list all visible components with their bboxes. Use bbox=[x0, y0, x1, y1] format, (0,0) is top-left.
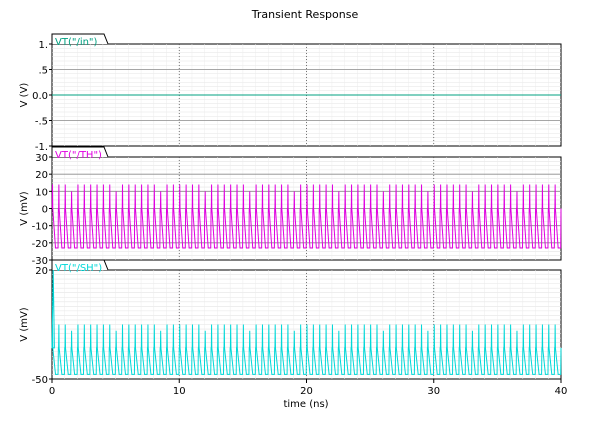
y-tick-label: -.5 bbox=[35, 117, 48, 128]
y-tick-label: 30 bbox=[35, 153, 48, 164]
x-tick-label: 20 bbox=[300, 386, 313, 397]
y-tick-label: -20 bbox=[32, 239, 48, 250]
y-tick-label: 0.0 bbox=[32, 91, 48, 102]
y-axis-label: V (V) bbox=[19, 83, 30, 108]
y-axis-label: V (mV) bbox=[19, 191, 30, 226]
y-tick-label: 20 bbox=[35, 266, 48, 277]
legend-tab bbox=[51, 33, 109, 45]
legend-entry: VT("/SH") bbox=[55, 263, 102, 274]
y-tick-label: -1. bbox=[35, 142, 48, 153]
x-tick-label: 10 bbox=[173, 386, 186, 397]
x-tick-label: 40 bbox=[555, 386, 568, 397]
y-tick-label: -50 bbox=[32, 375, 48, 386]
series-line bbox=[51, 184, 562, 249]
y-tick-label: -30 bbox=[32, 256, 48, 267]
x-tick-label: 30 bbox=[427, 386, 440, 397]
figure-title: Transient Response bbox=[251, 8, 359, 21]
panel-3: VT("/SH") 20 -50 V (mV) 0 10 20 30 40 bbox=[19, 259, 568, 397]
plot-panels: VT("/in") 1. .5 0.0 -.5 -1. V (V) VT("/TH") 30 20… bbox=[19, 33, 568, 397]
y-tick-label: 10 bbox=[35, 187, 48, 198]
x-axis-label: time (ns) bbox=[283, 399, 328, 410]
legend-entry: VT("/TH") bbox=[55, 150, 102, 161]
legend-entry: VT("/in") bbox=[55, 37, 98, 48]
y-tick-label: .5 bbox=[38, 66, 48, 77]
legend-tab bbox=[51, 146, 109, 158]
y-tick-label: 1. bbox=[38, 40, 48, 51]
x-tick-label: 0 bbox=[49, 386, 55, 397]
panel-1: VT("/in") 1. .5 0.0 -.5 -1. V (V) bbox=[19, 33, 562, 153]
y-axis-label: V (mV) bbox=[19, 307, 30, 342]
y-tick-label: 0 bbox=[42, 205, 48, 216]
y-tick-label: -10 bbox=[32, 222, 48, 233]
panel-2: VT("/TH") 30 20 10 0 -10 -20 -30 V (mV) bbox=[19, 146, 562, 267]
y-tick-label: 20 bbox=[35, 170, 48, 181]
series-line bbox=[51, 269, 562, 375]
legend-tab bbox=[51, 259, 109, 271]
